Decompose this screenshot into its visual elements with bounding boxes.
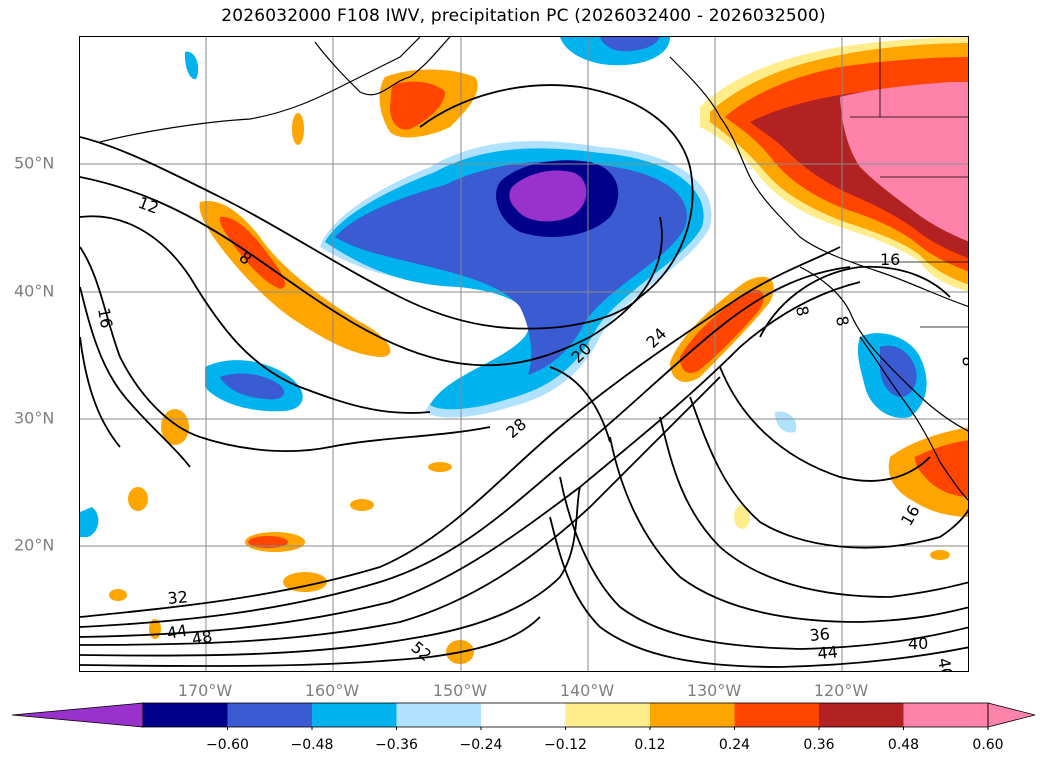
colorbar-segment xyxy=(143,703,228,727)
iwv-contours xyxy=(80,84,968,668)
contour-label: 16 xyxy=(94,306,116,329)
colorbar-tick-label: −0.48 xyxy=(290,737,334,753)
lat-tick-20n: 20°N xyxy=(14,535,55,555)
lon-tick-140w: 140°W xyxy=(559,681,615,700)
colorbar-tick-label: −0.60 xyxy=(206,737,249,753)
lon-tick-130w: 130°W xyxy=(686,681,742,700)
colorbar-segment xyxy=(903,703,989,727)
contour-label: 52 xyxy=(407,638,435,666)
contour-label: 12 xyxy=(136,193,162,218)
blue-area-purple xyxy=(509,170,587,222)
colorbar-tick-label: 0.60 xyxy=(972,737,1004,753)
lon-tick-150w: 150°W xyxy=(432,681,488,700)
colorbar-tick-label: 0.12 xyxy=(634,737,666,753)
contour-label: 32 xyxy=(167,587,189,608)
contour-label: 8 xyxy=(792,304,812,317)
colorbar-segment xyxy=(819,703,904,727)
colorbar-tick-label: −0.24 xyxy=(459,737,503,753)
lat-tick-50n: 50°N xyxy=(14,153,55,173)
colorbar-tick-label: 0.36 xyxy=(803,737,835,753)
map-panel: 12 8 16 20 24 28 32 44 48 52 36 44 40 40… xyxy=(79,36,969,672)
lon-tick-120w: 120°W xyxy=(813,681,869,700)
lat-tick-40n: 40°N xyxy=(14,281,55,301)
colorbar-segment xyxy=(481,703,566,727)
colorbar-segment xyxy=(565,703,651,727)
colorbar-tick-label: 0.48 xyxy=(887,737,920,753)
coastlines xyxy=(99,37,968,501)
lon-tick-170w: 170°W xyxy=(177,681,233,700)
colorbar-tick-label: −0.12 xyxy=(544,737,587,753)
contour-label: 16 xyxy=(897,502,924,529)
colorbar-segment xyxy=(396,703,482,727)
map-canvas: 12 8 16 20 24 28 32 44 48 52 36 44 40 40… xyxy=(80,37,969,672)
contour-label: 44 xyxy=(817,642,839,663)
colorbar-svg xyxy=(11,702,1036,731)
lat-tick-30n: 30°N xyxy=(14,408,55,428)
chart-title: 2026032000 F108 IWV, precipitation PC (2… xyxy=(221,6,826,26)
colorbar-extend-low xyxy=(11,702,144,728)
graticule xyxy=(80,37,968,671)
colorbar-extend-high xyxy=(987,702,1036,728)
contour-label: 40 xyxy=(908,634,928,653)
contour-label: 16 xyxy=(880,250,900,269)
colorbar-segment xyxy=(734,703,820,727)
colorbar-tick-label: 0.24 xyxy=(718,737,751,753)
colorbar-segment xyxy=(312,703,397,727)
colorbar-segment xyxy=(227,703,313,727)
pink-area xyxy=(840,82,968,242)
contour-label: 8 xyxy=(832,314,852,327)
contour-label: 44 xyxy=(165,621,188,643)
colorbar-tick-label: −0.36 xyxy=(375,737,418,753)
precip-shading xyxy=(80,37,968,664)
contour-label: 40 xyxy=(934,656,956,672)
contour-label: 48 xyxy=(190,627,213,649)
contour-label: 36 xyxy=(809,624,831,645)
colorbar xyxy=(0,700,1047,731)
colorbar-segment xyxy=(650,703,735,727)
lon-tick-160w: 160°W xyxy=(304,681,360,700)
contour-label: 8 xyxy=(958,354,969,367)
